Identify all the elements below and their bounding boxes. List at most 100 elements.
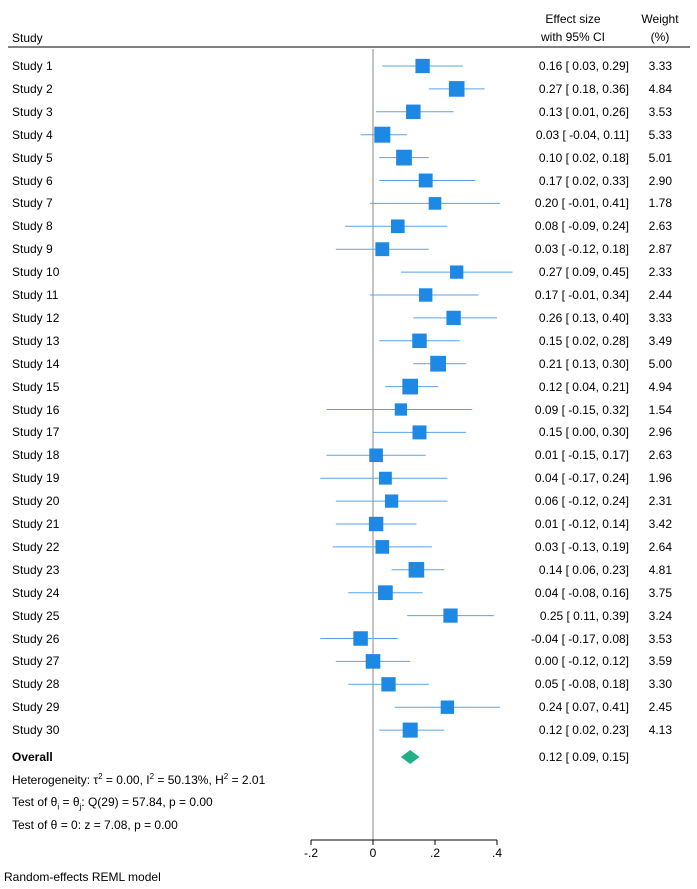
weight-header-line2: (%) <box>650 30 670 44</box>
study-marker <box>428 197 442 210</box>
study-weight: 2.44 <box>648 288 672 302</box>
study-ci-text: 0.15 [ 0.00, 0.30] <box>538 425 629 440</box>
study-weight: 3.30 <box>648 677 672 692</box>
effect-size-header-line2: with 95% CI <box>540 30 606 44</box>
study-marker <box>440 700 455 714</box>
study-label: Study 22 <box>12 539 60 554</box>
overall-effect-test: Test of θ = 0: z = 7.08, p = 0.00 <box>12 818 178 832</box>
study-marker <box>446 310 461 326</box>
study-weight: 2.90 <box>648 173 672 188</box>
study-marker <box>418 173 433 188</box>
study-ci-text: 0.01 [ -0.15, 0.17] <box>534 448 629 463</box>
study-marker <box>450 265 464 279</box>
study-ci-text: 0.04 [ -0.08, 0.16] <box>534 585 629 600</box>
study-label: Study 8 <box>12 219 53 234</box>
study-ci-text: 0.17 [ 0.02, 0.33] <box>538 173 629 188</box>
study-weight: 3.42 <box>648 517 672 531</box>
study-marker <box>353 631 368 646</box>
weight-header-line1: Weight <box>641 12 679 26</box>
study-label: Study 15 <box>12 379 60 394</box>
study-weight: 1.78 <box>648 196 672 211</box>
study-ci-text: 0.04 [ -0.17, 0.24] <box>534 471 629 486</box>
study-marker <box>430 355 446 372</box>
x-tick-label: 0 <box>370 846 377 860</box>
overall-label: Overall <box>12 750 53 764</box>
study-label: Study 4 <box>12 127 53 142</box>
study-weight: 3.24 <box>648 608 672 623</box>
study-ci-text: 0.13 [ 0.01, 0.26] <box>538 104 629 119</box>
study-ci-text: 0.24 [ 0.07, 0.41] <box>538 700 629 715</box>
study-weight: 2.45 <box>648 700 672 715</box>
study-ci-text: 0.17 [ -0.01, 0.34] <box>534 288 629 302</box>
study-weight: 2.63 <box>648 219 672 234</box>
study-label: Study 30 <box>12 723 60 738</box>
study-marker <box>368 516 384 532</box>
study-label: Study 27 <box>12 654 60 669</box>
study-marker <box>365 654 381 669</box>
study-label: Study 10 <box>12 265 60 280</box>
study-marker <box>378 471 392 485</box>
study-label: Study 14 <box>12 356 60 371</box>
study-column-header: Study <box>12 31 43 45</box>
study-weight: 4.81 <box>648 562 672 577</box>
effect-size-header-line1: Effect size <box>545 12 601 26</box>
study-weight: 1.54 <box>648 402 672 417</box>
study-ci-text: 0.03 [ -0.13, 0.19] <box>534 539 629 554</box>
study-marker <box>412 333 427 349</box>
study-marker <box>390 219 405 234</box>
study-label: Study 9 <box>12 242 53 257</box>
study-weight: 3.33 <box>648 310 672 325</box>
study-weight: 4.84 <box>648 81 672 96</box>
study-ci-text: 0.00 [ -0.12, 0.12] <box>534 654 629 669</box>
study-ci-text: 0.14 [ 0.06, 0.23] <box>538 562 629 577</box>
study-marker <box>375 540 390 554</box>
study-marker <box>402 722 418 738</box>
study-ci-text: 0.03 [ -0.04, 0.11] <box>535 127 629 142</box>
study-label: Study 12 <box>12 310 60 325</box>
study-label: Study 13 <box>12 333 60 348</box>
study-label: Study 28 <box>12 677 60 692</box>
study-marker <box>415 58 430 74</box>
study-marker <box>381 677 396 692</box>
study-weight: 3.75 <box>648 585 672 600</box>
study-weight: 5.33 <box>648 127 672 142</box>
overall-diamond <box>400 750 420 764</box>
study-ci-text: 0.27 [ 0.18, 0.36] <box>538 81 629 96</box>
study-ci-text: 0.06 [ -0.12, 0.24] <box>534 494 629 509</box>
study-weight: 2.96 <box>648 425 672 440</box>
study-label: Study 11 <box>12 288 59 302</box>
study-ci-text: 0.20 [ -0.01, 0.41] <box>534 196 629 211</box>
study-label: Study 21 <box>12 517 60 531</box>
study-label: Study 24 <box>12 585 60 600</box>
study-label: Study 5 <box>12 150 53 165</box>
study-weight: 5.00 <box>648 356 672 371</box>
study-label: Study 19 <box>12 471 60 486</box>
study-ci-text: 0.27 [ 0.09, 0.45] <box>538 265 629 280</box>
study-marker <box>396 149 412 166</box>
study-marker <box>443 608 458 623</box>
study-weight: 3.59 <box>648 654 672 669</box>
model-footnote: Random-effects REML model <box>4 870 161 884</box>
study-ci-text: 0.12 [ 0.02, 0.23] <box>538 723 629 738</box>
study-ci-text: 0.09 [ -0.15, 0.32] <box>534 402 629 417</box>
study-weight: 3.33 <box>648 59 672 73</box>
overall-ci-text: 0.12 [ 0.09, 0.15] <box>538 750 629 764</box>
study-marker <box>402 378 419 395</box>
study-weight: 2.63 <box>648 448 672 463</box>
study-label: Study 25 <box>12 608 60 623</box>
x-tick-label: .2 <box>430 846 440 860</box>
study-weight: 3.53 <box>648 104 672 119</box>
study-label: Study 29 <box>12 700 60 715</box>
study-label: Study 2 <box>12 81 53 96</box>
x-tick-label: .4 <box>492 846 502 860</box>
study-marker <box>375 242 390 257</box>
study-ci-text: 0.01 [ -0.12, 0.14] <box>534 517 629 531</box>
study-label: Study 1 <box>12 59 53 73</box>
study-ci-text: 0.16 [ 0.03, 0.29] <box>538 59 629 73</box>
study-ci-text: 0.15 [ 0.02, 0.28] <box>538 333 629 348</box>
study-weight: 3.49 <box>648 333 672 348</box>
study-label: Study 6 <box>12 173 53 188</box>
study-label: Study 20 <box>12 494 60 509</box>
study-ci-text: 0.05 [ -0.08, 0.18] <box>534 677 629 692</box>
study-label: Study 7 <box>12 196 53 211</box>
